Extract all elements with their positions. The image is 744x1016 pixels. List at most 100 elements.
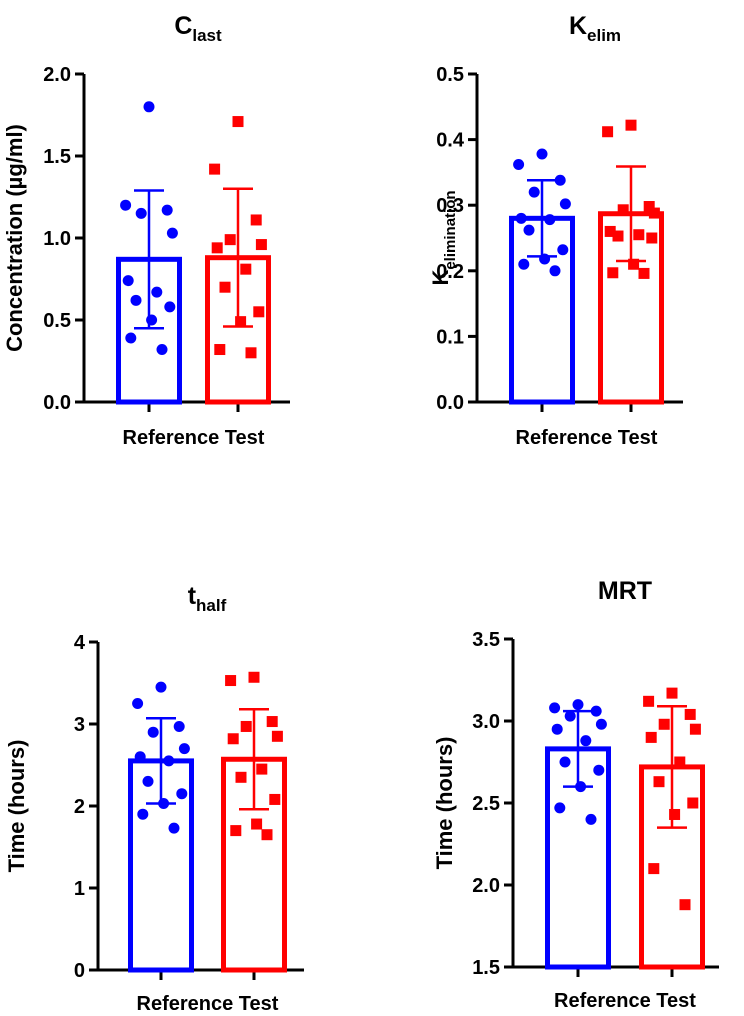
data-point (528, 186, 540, 198)
chart-title-subscript: half (196, 596, 227, 615)
data-point (235, 316, 247, 328)
data-point (604, 225, 616, 237)
series-reference (509, 148, 575, 405)
data-point (590, 705, 602, 717)
y-tick-label: 1.5 (43, 146, 71, 168)
data-point (658, 718, 670, 730)
data-point (539, 253, 551, 265)
data-point (595, 718, 607, 730)
y-axis-label: Kelimination (428, 190, 459, 285)
chart-title: Kelim (569, 12, 621, 45)
data-point (687, 797, 699, 809)
data-point (628, 258, 640, 270)
y-tick-label: 0.0 (436, 392, 464, 414)
data-point (135, 207, 147, 219)
data-point (607, 267, 619, 279)
data-point (248, 671, 260, 683)
data-point (142, 775, 154, 787)
y-tick-label: 0.3 (436, 195, 464, 217)
y-tick-label: 1.5 (472, 957, 500, 979)
data-point (120, 199, 132, 211)
data-point (564, 710, 576, 722)
data-point (523, 224, 535, 236)
data-point (536, 148, 548, 160)
y-tick-label: 3.5 (472, 629, 500, 651)
chart-title: thalf (188, 582, 227, 615)
data-point (666, 687, 678, 699)
data-point (645, 731, 657, 743)
data-point (269, 793, 281, 805)
data-point (158, 798, 170, 810)
series-test (221, 671, 287, 973)
y-axis-label-main: K (428, 270, 453, 286)
y-tick-label: 0.2 (436, 261, 464, 283)
data-point (235, 771, 247, 783)
chart-panel-4: MRT 1.5 2.0 2.5 3.0 3.5 Time (hours) Reference … (432, 577, 719, 1012)
chart-title-subscript: last (192, 26, 222, 45)
chart-panel-1: Clast 0.0 0.5 1.0 1.5 2.0 Concentration (µg/ml… (2, 12, 290, 449)
chart-panel-3: thalf 0 1 2 3 4 Time (hours) Reference Test (4, 582, 304, 1015)
y-tick-label: 3.0 (472, 711, 500, 733)
data-point (225, 675, 237, 687)
data-point (253, 306, 265, 318)
data-point (617, 204, 629, 216)
data-point (575, 781, 587, 793)
data-point (130, 294, 142, 306)
y-axis-label-subscript: elimination (442, 190, 459, 269)
chart-title-main: K (569, 12, 587, 40)
series-test (598, 119, 664, 405)
y-tick-label: 0.4 (436, 130, 465, 152)
chart-title-main: C (174, 12, 192, 40)
y-tick-label: 0.5 (43, 310, 71, 332)
data-point (612, 230, 624, 242)
data-point (643, 201, 655, 213)
data-point (155, 681, 167, 693)
data-point (251, 818, 263, 830)
chart-title-subscript: elim (587, 26, 621, 45)
x-axis-label: Reference Test (554, 990, 696, 1012)
data-point (255, 239, 267, 251)
chart-panel-2: Kelim 0.0 0.1 0.2 0.3 0.4 0.5 Kelimination Refer… (428, 12, 683, 449)
series-test (205, 116, 271, 405)
data-point (518, 258, 530, 270)
y-axis-label: Time (hours) (4, 740, 29, 873)
series-test (639, 687, 705, 970)
data-point (176, 788, 188, 800)
data-point (166, 227, 178, 239)
data-point (232, 116, 244, 128)
data-point (554, 174, 566, 186)
y-tick-label: 2 (74, 796, 85, 818)
data-point (134, 751, 146, 763)
data-point (679, 899, 691, 911)
chart-title: Clast (174, 12, 222, 45)
data-point (638, 267, 650, 279)
data-point (163, 755, 175, 767)
y-tick-label: 3 (74, 714, 85, 736)
data-point (585, 813, 597, 825)
y-axis-label: Time (hours) (432, 737, 457, 870)
y-tick-label: 2.5 (472, 793, 500, 815)
data-point (178, 743, 190, 755)
y-tick-label: 2.0 (472, 875, 500, 897)
data-point (137, 808, 149, 820)
data-point (646, 232, 658, 244)
y-tick-label: 4 (74, 632, 86, 654)
data-point (554, 802, 566, 814)
data-point (674, 756, 686, 768)
data-point (572, 699, 584, 711)
data-point (551, 723, 563, 735)
data-point (219, 281, 231, 293)
data-point (271, 730, 283, 742)
y-tick-label: 0 (74, 960, 85, 982)
y-tick-label: 2.0 (43, 64, 71, 86)
data-point (173, 720, 185, 732)
data-point (240, 263, 252, 275)
data-point (250, 214, 262, 226)
y-tick-label: 0.1 (436, 326, 464, 348)
y-tick-label: 0.0 (43, 392, 71, 414)
data-point (689, 723, 701, 735)
data-point (648, 863, 660, 875)
data-point (266, 716, 278, 728)
data-point (648, 207, 660, 219)
